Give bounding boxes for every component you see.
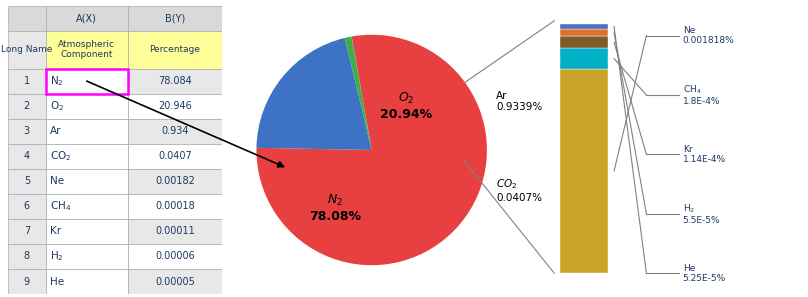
Bar — [559, 24, 608, 29]
Bar — [559, 48, 608, 69]
Text: Ne: Ne — [50, 176, 64, 186]
FancyBboxPatch shape — [45, 31, 128, 69]
Text: 3: 3 — [23, 126, 30, 136]
Text: $N_2$
78.08%: $N_2$ 78.08% — [309, 192, 361, 223]
FancyBboxPatch shape — [45, 144, 128, 169]
FancyBboxPatch shape — [128, 6, 222, 31]
Text: CH$_4$: CH$_4$ — [50, 200, 71, 213]
Text: Kr
1.14E-4%: Kr 1.14E-4% — [683, 145, 726, 164]
Text: 0.0407: 0.0407 — [158, 151, 192, 161]
Text: N$_2$: N$_2$ — [50, 74, 64, 88]
FancyBboxPatch shape — [45, 119, 128, 144]
Text: Ne
0.001818%: Ne 0.001818% — [683, 26, 734, 45]
FancyBboxPatch shape — [128, 244, 222, 269]
FancyBboxPatch shape — [128, 69, 222, 94]
Bar — [559, 69, 608, 273]
FancyBboxPatch shape — [45, 6, 128, 31]
Text: CO$_2$: CO$_2$ — [50, 149, 71, 163]
Text: 6: 6 — [23, 201, 30, 211]
Text: 2: 2 — [23, 101, 30, 111]
Text: 0.00011: 0.00011 — [155, 226, 195, 236]
Text: 20.946: 20.946 — [158, 101, 192, 111]
Text: He
5.25E-5%: He 5.25E-5% — [683, 263, 726, 283]
Wedge shape — [351, 37, 372, 150]
FancyBboxPatch shape — [128, 194, 222, 219]
FancyBboxPatch shape — [128, 119, 222, 144]
FancyBboxPatch shape — [8, 269, 45, 294]
FancyBboxPatch shape — [45, 69, 128, 94]
FancyBboxPatch shape — [45, 219, 128, 244]
Text: Percentage: Percentage — [149, 45, 200, 54]
Text: 7: 7 — [23, 226, 30, 236]
FancyBboxPatch shape — [128, 31, 222, 69]
Text: 0.00018: 0.00018 — [155, 201, 195, 211]
FancyBboxPatch shape — [45, 269, 128, 294]
FancyBboxPatch shape — [8, 169, 45, 194]
Text: 0.00006: 0.00006 — [155, 252, 195, 261]
FancyBboxPatch shape — [45, 194, 128, 219]
FancyBboxPatch shape — [45, 244, 128, 269]
Text: H$_2$: H$_2$ — [50, 249, 64, 263]
FancyBboxPatch shape — [8, 194, 45, 219]
Text: Long Name: Long Name — [1, 45, 53, 54]
Text: 0.00182: 0.00182 — [155, 176, 195, 186]
Text: Ar: Ar — [50, 126, 61, 136]
Text: $CO_2$
0.0407%: $CO_2$ 0.0407% — [496, 178, 542, 203]
Wedge shape — [256, 35, 487, 265]
FancyBboxPatch shape — [45, 169, 128, 194]
Text: 0.00005: 0.00005 — [155, 277, 195, 287]
FancyBboxPatch shape — [8, 119, 45, 144]
FancyBboxPatch shape — [8, 94, 45, 119]
Text: 1: 1 — [23, 76, 30, 86]
Text: He: He — [50, 277, 64, 287]
FancyBboxPatch shape — [8, 244, 45, 269]
Text: $O_2$
20.94%: $O_2$ 20.94% — [381, 91, 432, 121]
Text: 8: 8 — [23, 252, 30, 261]
Text: A(X): A(X) — [76, 13, 97, 23]
Text: CH$_4$
1.8E-4%: CH$_4$ 1.8E-4% — [683, 83, 720, 107]
FancyBboxPatch shape — [8, 219, 45, 244]
Text: B(Y): B(Y) — [165, 13, 185, 23]
FancyBboxPatch shape — [128, 94, 222, 119]
Text: N$_2$: N$_2$ — [50, 74, 64, 88]
FancyBboxPatch shape — [128, 219, 222, 244]
Text: Kr: Kr — [50, 226, 61, 236]
Bar — [559, 29, 608, 36]
FancyBboxPatch shape — [45, 94, 128, 119]
Wedge shape — [351, 37, 372, 150]
FancyBboxPatch shape — [45, 69, 128, 94]
Text: 9: 9 — [23, 277, 30, 287]
FancyBboxPatch shape — [8, 69, 45, 94]
FancyBboxPatch shape — [128, 144, 222, 169]
Text: O$_2$: O$_2$ — [50, 99, 64, 113]
Text: Ar
0.9339%: Ar 0.9339% — [496, 91, 542, 112]
Text: H$_2$
5.5E-5%: H$_2$ 5.5E-5% — [683, 202, 721, 225]
Bar — [559, 36, 608, 48]
Wedge shape — [256, 38, 372, 150]
FancyBboxPatch shape — [8, 6, 45, 31]
Text: 78.084: 78.084 — [158, 76, 192, 86]
Text: 0.934: 0.934 — [162, 126, 189, 136]
Text: 5: 5 — [23, 176, 30, 186]
Text: Atmospheric
Component: Atmospheric Component — [58, 40, 116, 59]
Text: 4: 4 — [23, 151, 30, 161]
Wedge shape — [345, 37, 372, 150]
FancyBboxPatch shape — [8, 31, 45, 69]
FancyBboxPatch shape — [128, 269, 222, 294]
FancyBboxPatch shape — [128, 169, 222, 194]
FancyBboxPatch shape — [8, 144, 45, 169]
